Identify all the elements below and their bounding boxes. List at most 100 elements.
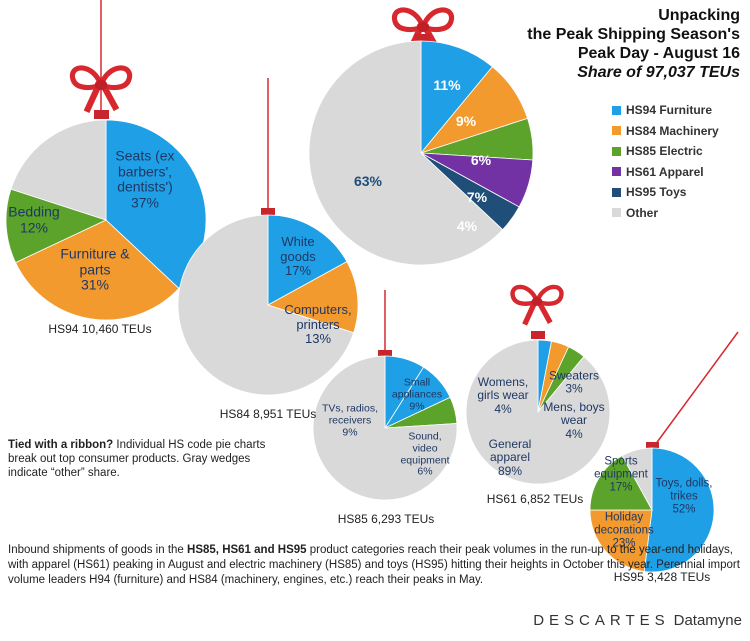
legend-label: HS95 Toys [626, 185, 687, 200]
legend-entry: HS61 Apparel [612, 162, 719, 183]
slice-label: Womens, girls wear 4% [468, 374, 538, 416]
slice-value: 89% [497, 463, 523, 478]
slice-category: Holiday decorations [594, 511, 654, 537]
slice-label: General apparel 89% [475, 436, 545, 478]
pie-caption: HS85 6,293 TEUs [337, 512, 435, 526]
slice-value: 6% [470, 152, 492, 169]
pie-slice [589, 509, 653, 572]
slice-category: Small appliances [391, 376, 443, 401]
pie-slice [266, 261, 359, 334]
slice-label: 11% [433, 77, 461, 94]
title-line: Peak Day - August 16 [577, 45, 740, 62]
title-block: Unpacking the Peak Shipping Season's Peak … [527, 6, 740, 82]
slice-label: TVs, radios, receivers 9% [319, 403, 381, 438]
legend-entry: HS94 Furniture [612, 100, 719, 121]
ornament-caps [94, 34, 659, 450]
legend-entry: HS85 Electric [612, 141, 719, 162]
slice-value: 31% [80, 276, 110, 293]
slice-value: 63% [353, 173, 383, 190]
slice-value: 23% [612, 537, 636, 550]
note-text: Individual HS code pie charts break out … [8, 439, 266, 479]
slice-value: 11% [433, 77, 461, 94]
slice-value: 13% [304, 331, 332, 347]
slice-value: 6% [417, 465, 433, 478]
pie-slice [10, 119, 107, 221]
slice-label: Sweaters 3% [544, 369, 604, 397]
slice-category: Womens, girls wear [477, 374, 529, 403]
paragraph-text: Inbound shipments of goods in the [8, 544, 184, 556]
legend-swatch [612, 126, 621, 136]
slice-label: Small appliances 9% [387, 377, 447, 412]
slice-value: 12% [19, 219, 49, 235]
slice-category: Toys, dolls, trikes [655, 477, 713, 503]
legend-swatch [612, 105, 621, 115]
logo-brand: DESCARTES [533, 612, 670, 629]
legend-swatch [612, 208, 621, 218]
note-lead: Tied with a ribbon? [8, 439, 114, 451]
note: Tied with a ribbon? Individual HS code p… [8, 438, 293, 480]
paragraph-bold: HS85, HS61 and HS95 [187, 544, 307, 556]
slice-category: Mens, boys wear [543, 399, 605, 428]
pie-slice [621, 447, 653, 511]
pie-slice [312, 355, 458, 501]
legend-entry: HS84 Machinery [612, 121, 719, 142]
slice-category: TVs, radios, receivers [321, 402, 379, 427]
slice-value: 9% [455, 113, 477, 130]
pie-slice [643, 447, 715, 573]
title-line: Unpacking [658, 7, 740, 24]
slice-value: 4% [494, 401, 512, 416]
slice-label: Holiday decorations 23% [589, 512, 659, 551]
ornament-strings [100, 0, 739, 446]
legend-entry: HS95 Toys [612, 182, 719, 203]
slice-value: 9% [342, 425, 358, 438]
pie-slice [589, 455, 653, 511]
slice-label: 7% [466, 189, 488, 206]
paragraph-text: product categories reach their peak volu… [8, 544, 740, 586]
pie-slice [308, 40, 504, 266]
logo-product: Datamyne [673, 612, 742, 629]
legend-swatch [612, 146, 621, 156]
slice-value: 3% [565, 382, 583, 396]
legend-label: HS94 Furniture [626, 103, 713, 118]
slice-label: Toys, dolls, trikes 52% [654, 478, 714, 517]
slice-category: General apparel [488, 436, 532, 465]
pie-slice [14, 219, 180, 321]
slice-label: Mens, boys wear 4% [539, 399, 609, 441]
slice-category: Bedding [8, 203, 60, 220]
title-line: the Peak Shipping Season's [527, 26, 740, 43]
slice-category: White goods [280, 234, 316, 264]
pie-slice [420, 40, 493, 155]
legend-entry: Other [612, 203, 719, 224]
slice-value: 7% [466, 189, 488, 206]
legend-label: HS85 Electric [626, 144, 703, 159]
slice-value: 52% [672, 503, 696, 516]
slice-label: 9% [455, 113, 477, 130]
subtitle: Share of 97,037 TEUs [577, 64, 740, 81]
slice-value: 37% [130, 194, 160, 211]
slice-value: 4% [456, 218, 478, 235]
slice-label: White goods 17% [268, 234, 328, 279]
pie-slice [177, 214, 355, 396]
slice-label: Computers, printers 13% [278, 302, 358, 347]
slice-category: Seats (ex barbers', dentists') [115, 147, 175, 195]
slice-label: Sound, video equipment 6% [395, 431, 455, 479]
slice-label: Bedding 12% [4, 204, 64, 235]
slice-value: 9% [409, 399, 425, 412]
slice-label: Seats (ex barbers', dentists') 37% [105, 147, 185, 212]
slice-label: 6% [470, 152, 492, 169]
paragraph: Inbound shipments of goods in the HS85, … [8, 543, 743, 588]
legend-label: HS61 Apparel [626, 164, 704, 179]
pie-slice [465, 339, 611, 485]
slice-label: 63% [353, 173, 383, 190]
pie-caption: HS84 8,951 TEUs [219, 407, 317, 421]
pie-slice [267, 214, 348, 306]
slice-category: Furniture & parts [60, 245, 130, 278]
legend-label: Other [626, 205, 659, 220]
pie-caption: HS94 10,460 TEUs [48, 322, 152, 336]
slice-label: 4% [456, 218, 478, 235]
slice-category: Sports equipment [594, 455, 648, 481]
pie-slice [5, 188, 108, 264]
slice-value: 4% [565, 426, 583, 441]
